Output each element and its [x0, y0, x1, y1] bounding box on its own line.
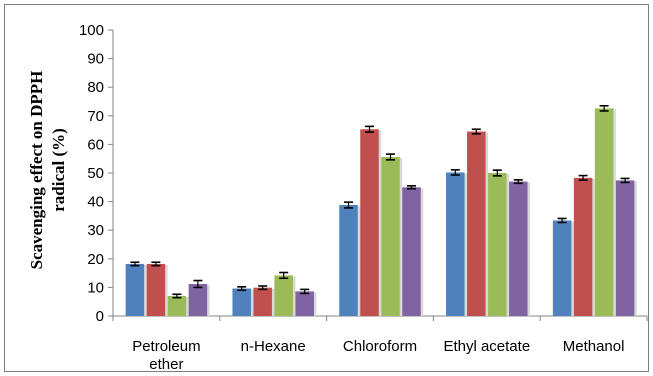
y-tick-label: 60 — [87, 136, 104, 153]
bar — [295, 291, 314, 316]
bar — [552, 220, 572, 316]
y-axis-title-line-2: radical (%) — [49, 128, 68, 212]
y-tick-label: 90 — [87, 51, 104, 68]
bar — [274, 275, 293, 316]
bar — [339, 205, 358, 316]
bar — [360, 129, 379, 316]
bar — [232, 288, 251, 316]
x-category-label: Ethyl acetate — [443, 338, 530, 355]
bar — [167, 295, 187, 316]
bar — [402, 187, 421, 316]
x-category-label: ether — [149, 356, 183, 373]
bar — [381, 156, 400, 316]
bar — [253, 287, 272, 316]
y-tick-label: 10 — [87, 279, 104, 296]
y-axis-title-line-1: Scavenging effect on DPPH — [27, 71, 46, 270]
bar — [594, 108, 614, 316]
bar — [488, 173, 507, 316]
y-tick-label: 80 — [87, 79, 104, 96]
y-tick-label: 20 — [87, 251, 104, 268]
y-tick-label: 70 — [87, 108, 104, 125]
bar — [446, 172, 465, 316]
bar — [509, 181, 528, 316]
y-tick-label: 100 — [79, 22, 104, 39]
y-tick-label: 40 — [87, 194, 104, 211]
bar — [615, 180, 635, 316]
y-tick-label: 50 — [87, 165, 104, 182]
bar — [188, 283, 208, 316]
bar — [467, 131, 486, 316]
chart-border — [4, 4, 649, 372]
x-category-label: n-Hexane — [241, 338, 306, 355]
y-tick-label: 30 — [87, 222, 104, 239]
x-category-label: Methanol — [563, 338, 625, 355]
y-axis-title: Scavenging effect on DPPH radical (%) — [27, 71, 68, 270]
bar — [573, 177, 593, 316]
x-category-label: Petroleum — [132, 338, 200, 355]
y-tick-label: 0 — [96, 308, 104, 325]
x-category-label: Chloroform — [343, 338, 417, 355]
bar — [125, 263, 145, 316]
bar — [146, 263, 166, 316]
